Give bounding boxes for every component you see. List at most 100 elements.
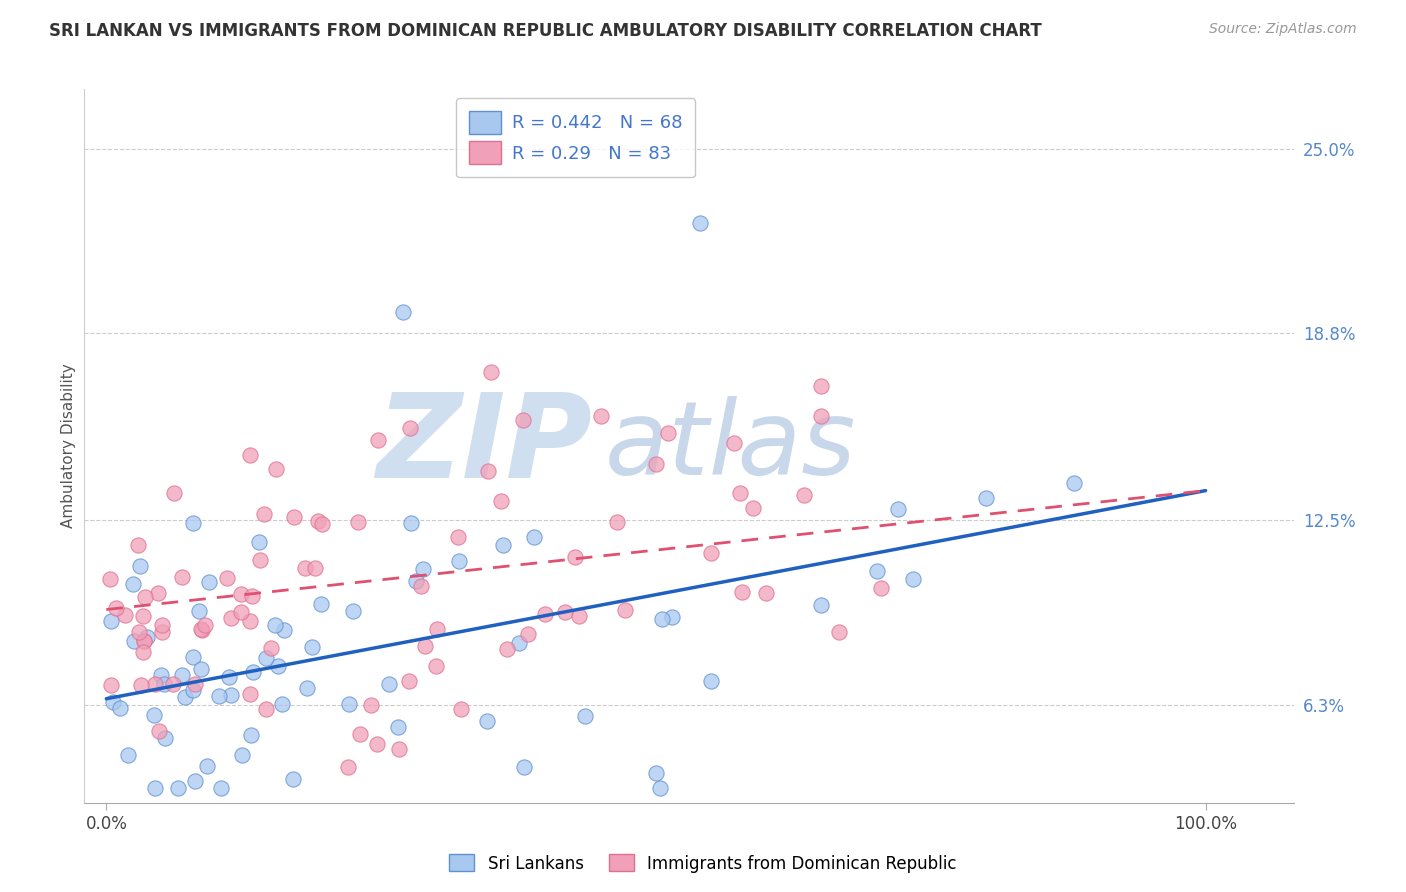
Point bbox=[136, 630, 159, 644]
Point bbox=[366, 737, 388, 751]
Point bbox=[554, 605, 576, 619]
Point bbox=[101, 695, 124, 709]
Point bbox=[304, 561, 326, 575]
Point bbox=[309, 597, 332, 611]
Point bbox=[152, 677, 174, 691]
Point bbox=[412, 561, 434, 575]
Point bbox=[254, 650, 277, 665]
Point bbox=[793, 488, 815, 502]
Point bbox=[870, 581, 893, 595]
Point bbox=[301, 640, 323, 654]
Point bbox=[728, 486, 751, 500]
Point bbox=[117, 747, 139, 762]
Point bbox=[512, 413, 534, 427]
Point bbox=[198, 575, 221, 590]
Point bbox=[295, 681, 318, 696]
Point bbox=[513, 760, 536, 774]
Point bbox=[496, 641, 519, 656]
Point bbox=[387, 720, 409, 734]
Point bbox=[264, 617, 287, 632]
Point bbox=[194, 617, 217, 632]
Point bbox=[378, 677, 401, 691]
Point bbox=[367, 433, 389, 447]
Text: ZIP: ZIP bbox=[377, 389, 592, 503]
Point bbox=[254, 702, 277, 716]
Point bbox=[308, 514, 330, 528]
Point bbox=[143, 677, 166, 691]
Point bbox=[574, 709, 596, 723]
Point bbox=[661, 610, 683, 624]
Point bbox=[349, 727, 371, 741]
Point bbox=[240, 589, 263, 603]
Point bbox=[162, 486, 184, 500]
Point bbox=[247, 534, 270, 549]
Point bbox=[197, 758, 219, 772]
Point bbox=[731, 584, 754, 599]
Point bbox=[409, 579, 432, 593]
Point bbox=[477, 464, 499, 478]
Point bbox=[242, 665, 264, 679]
Point bbox=[398, 673, 420, 688]
Point bbox=[129, 678, 152, 692]
Point bbox=[229, 606, 252, 620]
Point bbox=[650, 780, 672, 795]
Point bbox=[181, 683, 204, 698]
Point bbox=[239, 728, 262, 742]
Point bbox=[181, 516, 204, 531]
Point bbox=[413, 639, 436, 653]
Point bbox=[131, 645, 153, 659]
Point bbox=[360, 698, 382, 713]
Point bbox=[489, 493, 512, 508]
Point bbox=[146, 586, 169, 600]
Point bbox=[450, 702, 472, 716]
Point bbox=[132, 633, 155, 648]
Point bbox=[294, 561, 316, 575]
Point bbox=[173, 690, 195, 705]
Point bbox=[283, 510, 305, 524]
Text: SRI LANKAN VS IMMIGRANTS FROM DOMINICAN REPUBLIC AMBULATORY DISABILITY CORRELATI: SRI LANKAN VS IMMIGRANTS FROM DOMINICAN … bbox=[49, 22, 1042, 40]
Point bbox=[208, 689, 231, 703]
Point bbox=[475, 714, 498, 728]
Point bbox=[128, 558, 150, 573]
Point bbox=[100, 678, 122, 692]
Point bbox=[231, 747, 253, 762]
Point bbox=[114, 607, 136, 622]
Point bbox=[449, 554, 471, 568]
Legend: Sri Lankans, Immigrants from Dominican Republic: Sri Lankans, Immigrants from Dominican R… bbox=[443, 847, 963, 880]
Point bbox=[170, 569, 193, 583]
Point bbox=[388, 742, 411, 756]
Point bbox=[283, 772, 305, 786]
Point bbox=[143, 708, 166, 723]
Point bbox=[229, 587, 252, 601]
Point bbox=[741, 500, 763, 515]
Point bbox=[190, 662, 212, 676]
Point bbox=[150, 618, 173, 632]
Point bbox=[492, 537, 515, 551]
Point bbox=[517, 627, 540, 641]
Point bbox=[249, 553, 271, 567]
Point bbox=[700, 546, 723, 560]
Point bbox=[148, 723, 170, 738]
Point bbox=[447, 531, 470, 545]
Point bbox=[271, 697, 294, 711]
Point bbox=[122, 576, 145, 591]
Point bbox=[425, 659, 447, 673]
Point bbox=[311, 516, 333, 531]
Point bbox=[606, 515, 628, 529]
Point bbox=[98, 572, 121, 586]
Point bbox=[273, 623, 295, 637]
Point bbox=[131, 608, 153, 623]
Point bbox=[479, 365, 502, 379]
Point bbox=[810, 409, 832, 424]
Point bbox=[190, 622, 212, 636]
Point bbox=[866, 565, 889, 579]
Point bbox=[337, 760, 360, 774]
Y-axis label: Ambulatory Disability: Ambulatory Disability bbox=[60, 364, 76, 528]
Point bbox=[347, 515, 370, 529]
Point bbox=[127, 538, 149, 552]
Legend: R = 0.442   N = 68, R = 0.29   N = 83: R = 0.442 N = 68, R = 0.29 N = 83 bbox=[456, 98, 695, 178]
Point bbox=[657, 425, 679, 440]
Point bbox=[134, 590, 156, 604]
Point bbox=[184, 774, 207, 789]
Point bbox=[645, 766, 668, 780]
